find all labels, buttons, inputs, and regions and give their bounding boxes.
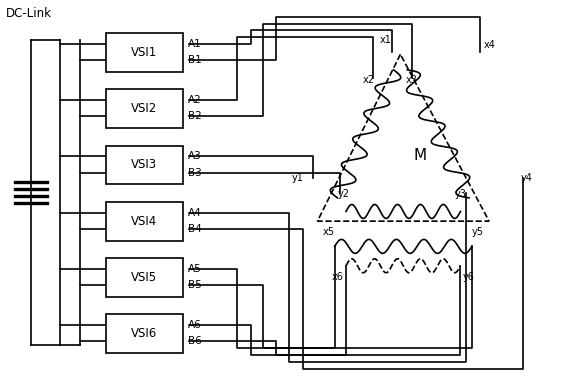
- Text: B1: B1: [188, 55, 201, 65]
- Text: x2: x2: [363, 74, 375, 85]
- Bar: [106, 89, 183, 128]
- Bar: [106, 258, 183, 297]
- Text: y5: y5: [472, 227, 483, 237]
- Text: VSI6: VSI6: [132, 327, 157, 340]
- Text: VSI2: VSI2: [132, 102, 157, 115]
- Text: x4: x4: [483, 40, 495, 50]
- Text: B2: B2: [188, 111, 201, 121]
- Text: x5: x5: [323, 227, 335, 237]
- Text: M: M: [414, 148, 427, 163]
- Text: y1: y1: [291, 173, 303, 184]
- Text: y4: y4: [521, 173, 533, 184]
- Text: A6: A6: [188, 320, 201, 330]
- Text: y2: y2: [337, 189, 349, 199]
- Text: DC-Link: DC-Link: [6, 7, 51, 20]
- Text: x3: x3: [406, 74, 418, 85]
- Text: y3: y3: [454, 189, 466, 199]
- Bar: [106, 202, 183, 241]
- Text: x1: x1: [380, 35, 392, 45]
- Text: B6: B6: [188, 336, 201, 346]
- Text: x6: x6: [332, 272, 343, 282]
- Text: VSI5: VSI5: [132, 271, 157, 284]
- Text: VSI4: VSI4: [132, 215, 157, 228]
- Text: B4: B4: [188, 224, 201, 234]
- Bar: [106, 146, 183, 184]
- Text: y6: y6: [463, 272, 475, 282]
- Text: A4: A4: [188, 208, 201, 218]
- Bar: [106, 314, 183, 353]
- Text: A5: A5: [188, 264, 201, 274]
- Text: VSI1: VSI1: [132, 46, 157, 59]
- Text: VSI3: VSI3: [132, 158, 157, 171]
- Text: B5: B5: [188, 280, 201, 290]
- Bar: [106, 33, 183, 72]
- Text: A1: A1: [188, 39, 201, 49]
- Text: A3: A3: [188, 151, 201, 161]
- Text: A2: A2: [188, 95, 201, 105]
- Text: B3: B3: [188, 168, 201, 178]
